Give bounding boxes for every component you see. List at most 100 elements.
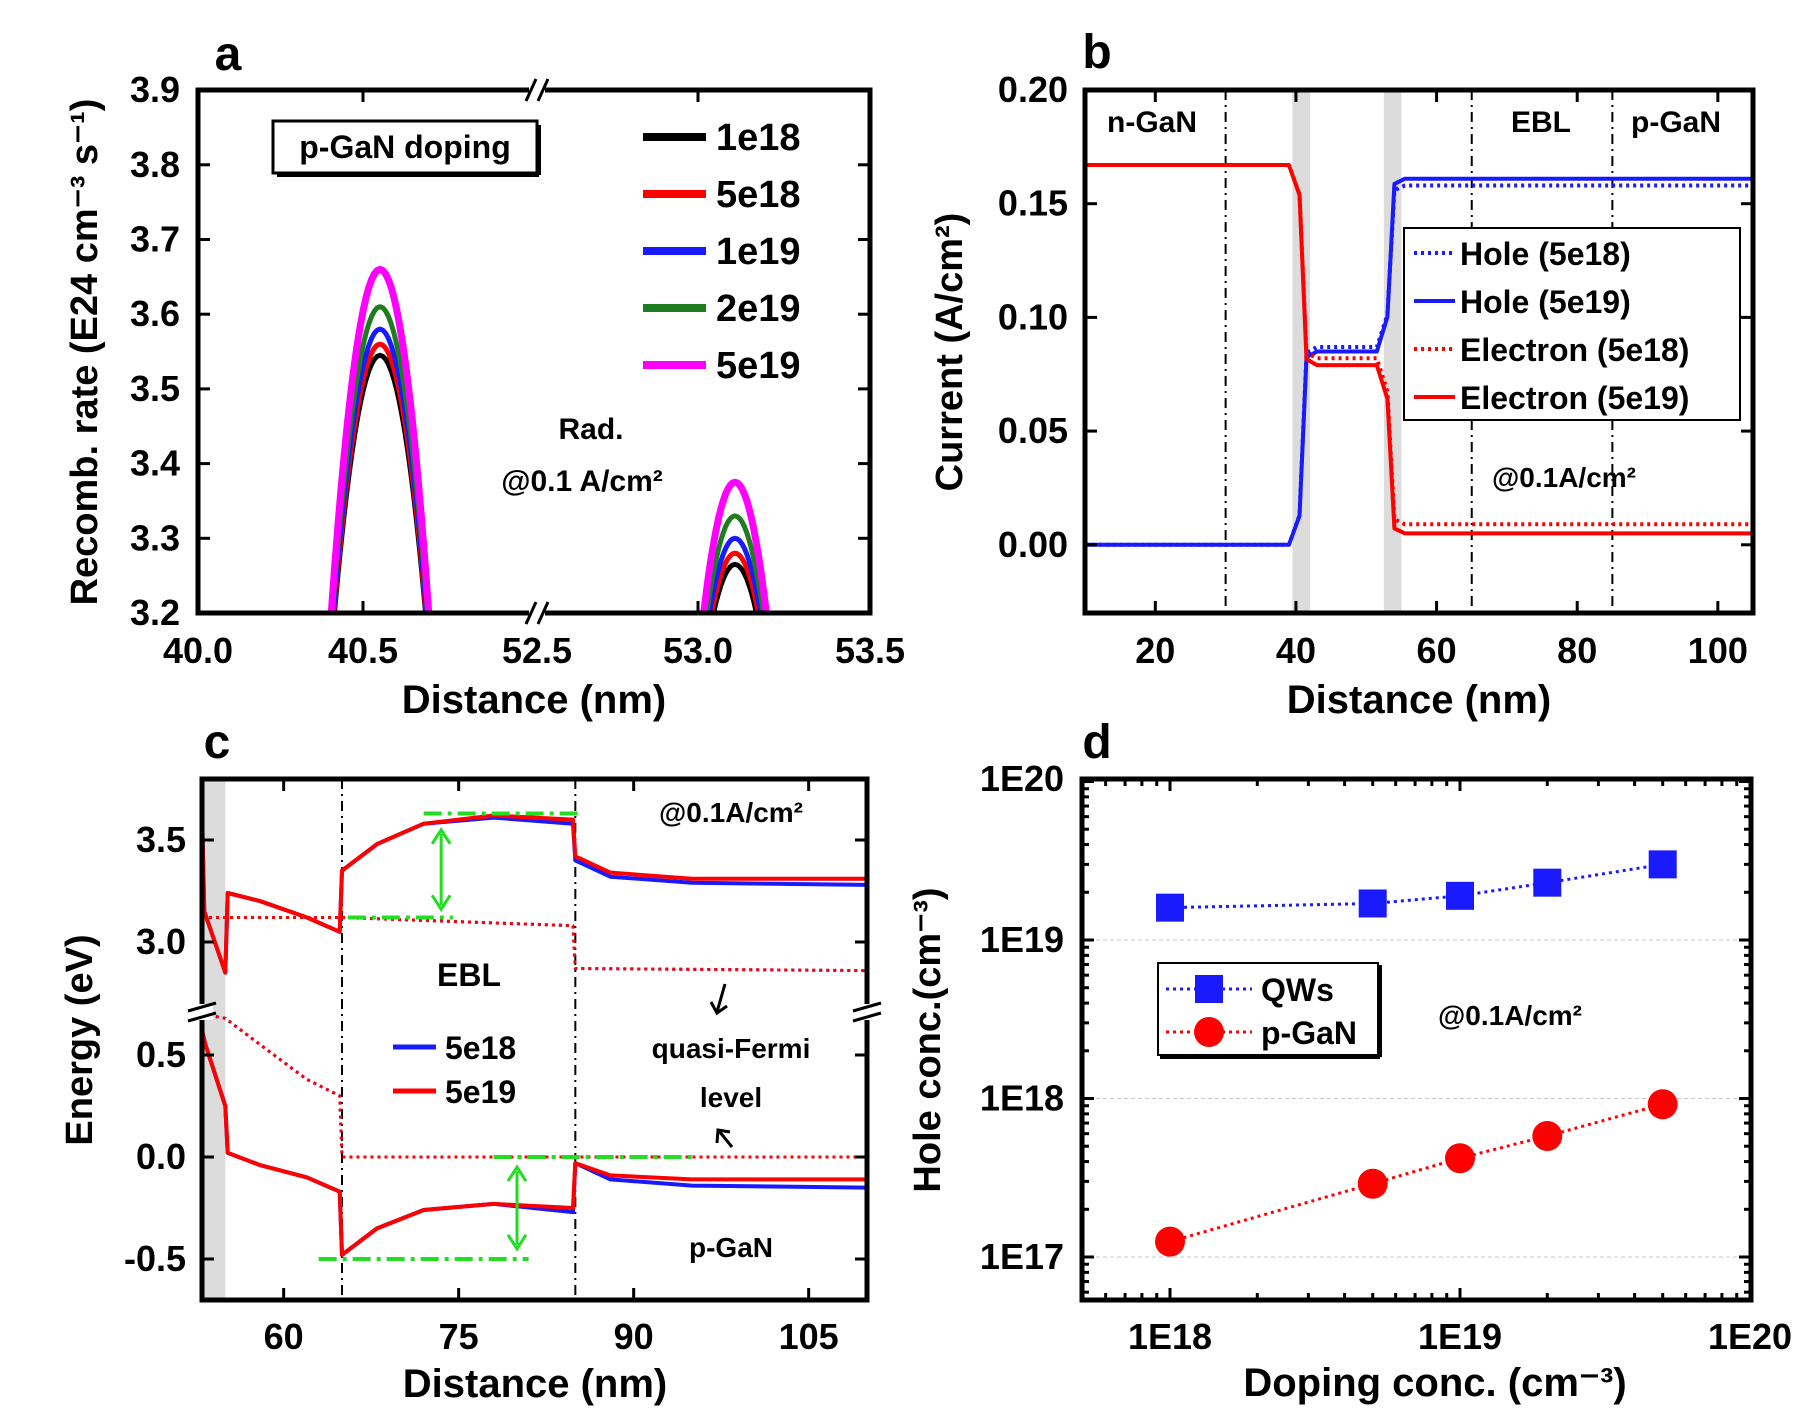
panel-d-point-QWs-1 [1358,889,1387,918]
panel-c-annotation: @0.1A/cm² [659,797,803,828]
panel-c-label-p-gan: p-GaN [689,1232,773,1263]
panel-a-series-1e18-peak-1 [331,352,429,613]
panel-a-axis-break-bottom [524,601,550,625]
panel-c-y-tick-label: 0.0 [136,1136,186,1177]
panel-a-legend-label-5e19: 5e19 [716,345,801,387]
panel-a-series-1e19-peak-2 [706,535,764,613]
panel-a-axis-break-top [524,78,550,102]
panel-b-y-tick-label: 0.10 [998,296,1068,337]
panel-a-y-tick-label: 3.5 [130,368,180,409]
panel-a-legend-label-1e18: 1e18 [716,117,801,159]
panel-a-annotation-rad: Rad. [558,413,623,446]
panel-d-point-p-GaN-0 [1155,1226,1185,1257]
panel-d-letter: d [1082,716,1111,769]
panel-d-y-tick-label: 1E19 [980,919,1064,960]
panel-d-legend-marker-p-GaN [1194,1017,1224,1047]
panel-a-x-tick-label: 53.5 [835,630,905,671]
panel-d-point-QWs-2 [1446,881,1474,910]
panel-c-legend-label-5e18: 5e18 [445,1030,516,1066]
panel-b-letter: b [1082,26,1111,79]
panel-d-point-QWs-4 [1648,850,1677,879]
panel-c-x-tick-label: 105 [779,1316,839,1357]
panel-c-valence-offset-arrow [506,1164,528,1252]
panel-a-y-tick-label: 3.8 [130,144,180,185]
panel-c-label-ebl: EBL [437,957,501,993]
panel-a-letter: a [215,28,242,81]
panel-c-y-tick-label: -0.5 [124,1238,186,1279]
panel-c-legend-label-5e19: 5e19 [445,1074,516,1110]
panel-c-y-tick-label: 3.5 [136,819,186,860]
panel-a-annotation-current: @0.1 A/cm² [501,465,663,498]
panel-b-series-Electron-5e19- [1085,163,1753,536]
panel-c-conduction-band-5e19 [202,809,867,975]
panel-a-x-tick-label: 52.5 [502,630,572,671]
panel-c-x-label: Distance (nm) [403,1362,668,1406]
panel-d-point-QWs-0 [1156,893,1184,922]
panel-d-point-p-GaN-4 [1647,1089,1678,1120]
panel-b-x-tick-label: 60 [1417,630,1457,671]
panel-c-arrow-to-hole-fermi [715,1128,734,1148]
panel-a-series-2e19-peak-2 [704,513,766,613]
panel-d-x-tick-label: 1E19 [1418,1316,1502,1357]
panel-d-point-p-GaN-3 [1532,1120,1563,1151]
panel-c-axis-break-right [852,1001,882,1023]
panel-a-y-tick-label: 3.7 [130,219,180,260]
panel-d-x-tick-label: 1E20 [1708,1316,1792,1357]
panel-b-y-label: Current (A/cm²) [929,213,971,492]
panel-c-ebl-height-arrow [430,827,452,913]
panel-a-x-tick-label: 53.0 [663,630,733,671]
panel-b-well-1 [1292,90,1311,613]
panel-a-x-tick-label: 40.5 [328,630,398,671]
panel-b-well-2 [1383,90,1402,613]
panel-b-y-tick-label: 0.15 [998,183,1068,224]
panel-d-legend-label-p-GaN: p-GaN [1261,1015,1357,1051]
panel-a-series-5e19-peak-2 [700,478,770,613]
panel-c-electron-quasi-fermi-5e19 [202,916,867,973]
panel-b-region-ebl: EBL [1511,106,1571,139]
panel-a-series-1e19-peak-1 [330,326,430,613]
panel-d-y-label: Hole conc.(cm⁻³) [907,887,949,1192]
panel-a-legend-title: p-GaN doping [299,129,511,165]
panel-d-point-p-GaN-2 [1445,1143,1475,1174]
panel-a-legend-label-1e19: 1e19 [716,231,801,273]
panel-d-x-tick-label: 1E18 [1128,1316,1212,1357]
panel-b-legend-label-2: Electron (5e18) [1460,332,1689,368]
panel-b-y-tick-label: 0.20 [998,69,1068,110]
panel-a-series-2e19-peak-1 [330,304,430,613]
panel-a-legend-label-5e18: 5e18 [716,174,801,216]
panel-c-x-tick-label: 90 [614,1316,654,1357]
panel-c-arrow-to-electron-fermi [709,983,728,1016]
panel-b-x-tick-label: 40 [1276,630,1316,671]
panel-a-series-1e18-peak-2 [711,561,759,613]
panel-b-legend-label-3: Electron (5e19) [1460,380,1689,416]
panel-c-x-tick-label: 60 [264,1316,304,1357]
panel-d-annotation: @0.1A/cm² [1438,1000,1582,1031]
panel-a-legend-label-2e19: 2e19 [716,288,801,330]
panel-c-label-level: level [700,1082,762,1113]
panel-c-valence-band-5e19 [202,1030,867,1257]
panel-c-conduction-band-5e18 [202,809,867,975]
panel-b-legend-label-1: Hole (5e19) [1460,284,1631,320]
panel-c-plot-area [202,809,867,1257]
panel-a-x-label: Distance (nm) [402,678,667,722]
panel-d-y-tick-label: 1E18 [980,1078,1064,1119]
panel-a-series-5e18-peak-1 [331,341,429,613]
panel-d-legend-label-QWs: QWs [1261,972,1334,1008]
panel-b-y-tick-label: 0.00 [998,524,1068,565]
panel-a-y-tick-label: 3.4 [130,443,180,484]
panel-a-y-tick-label: 3.9 [130,69,180,110]
panel-a-y-tick-label: 3.2 [130,592,180,633]
panel-d-plot-area [1155,850,1678,1257]
panel-b-y-tick-label: 0.05 [998,410,1068,451]
panel-c-label-quasi-fermi: quasi-Fermi [652,1033,811,1064]
panel-b-plot-area [1085,163,1753,547]
panel-b-axes [1082,87,1756,616]
panel-b-legend-box [1403,227,1741,421]
panel-d-y-tick-label: 1E17 [980,1236,1064,1277]
panel-b-x-label: Distance (nm) [1287,678,1552,722]
panel-a-x-tick-label: 40.0 [163,630,233,671]
panel-d-legend-marker-QWs [1195,975,1223,1003]
panel-d-point-p-GaN-1 [1357,1168,1388,1199]
panel-c-axes [199,776,870,1303]
